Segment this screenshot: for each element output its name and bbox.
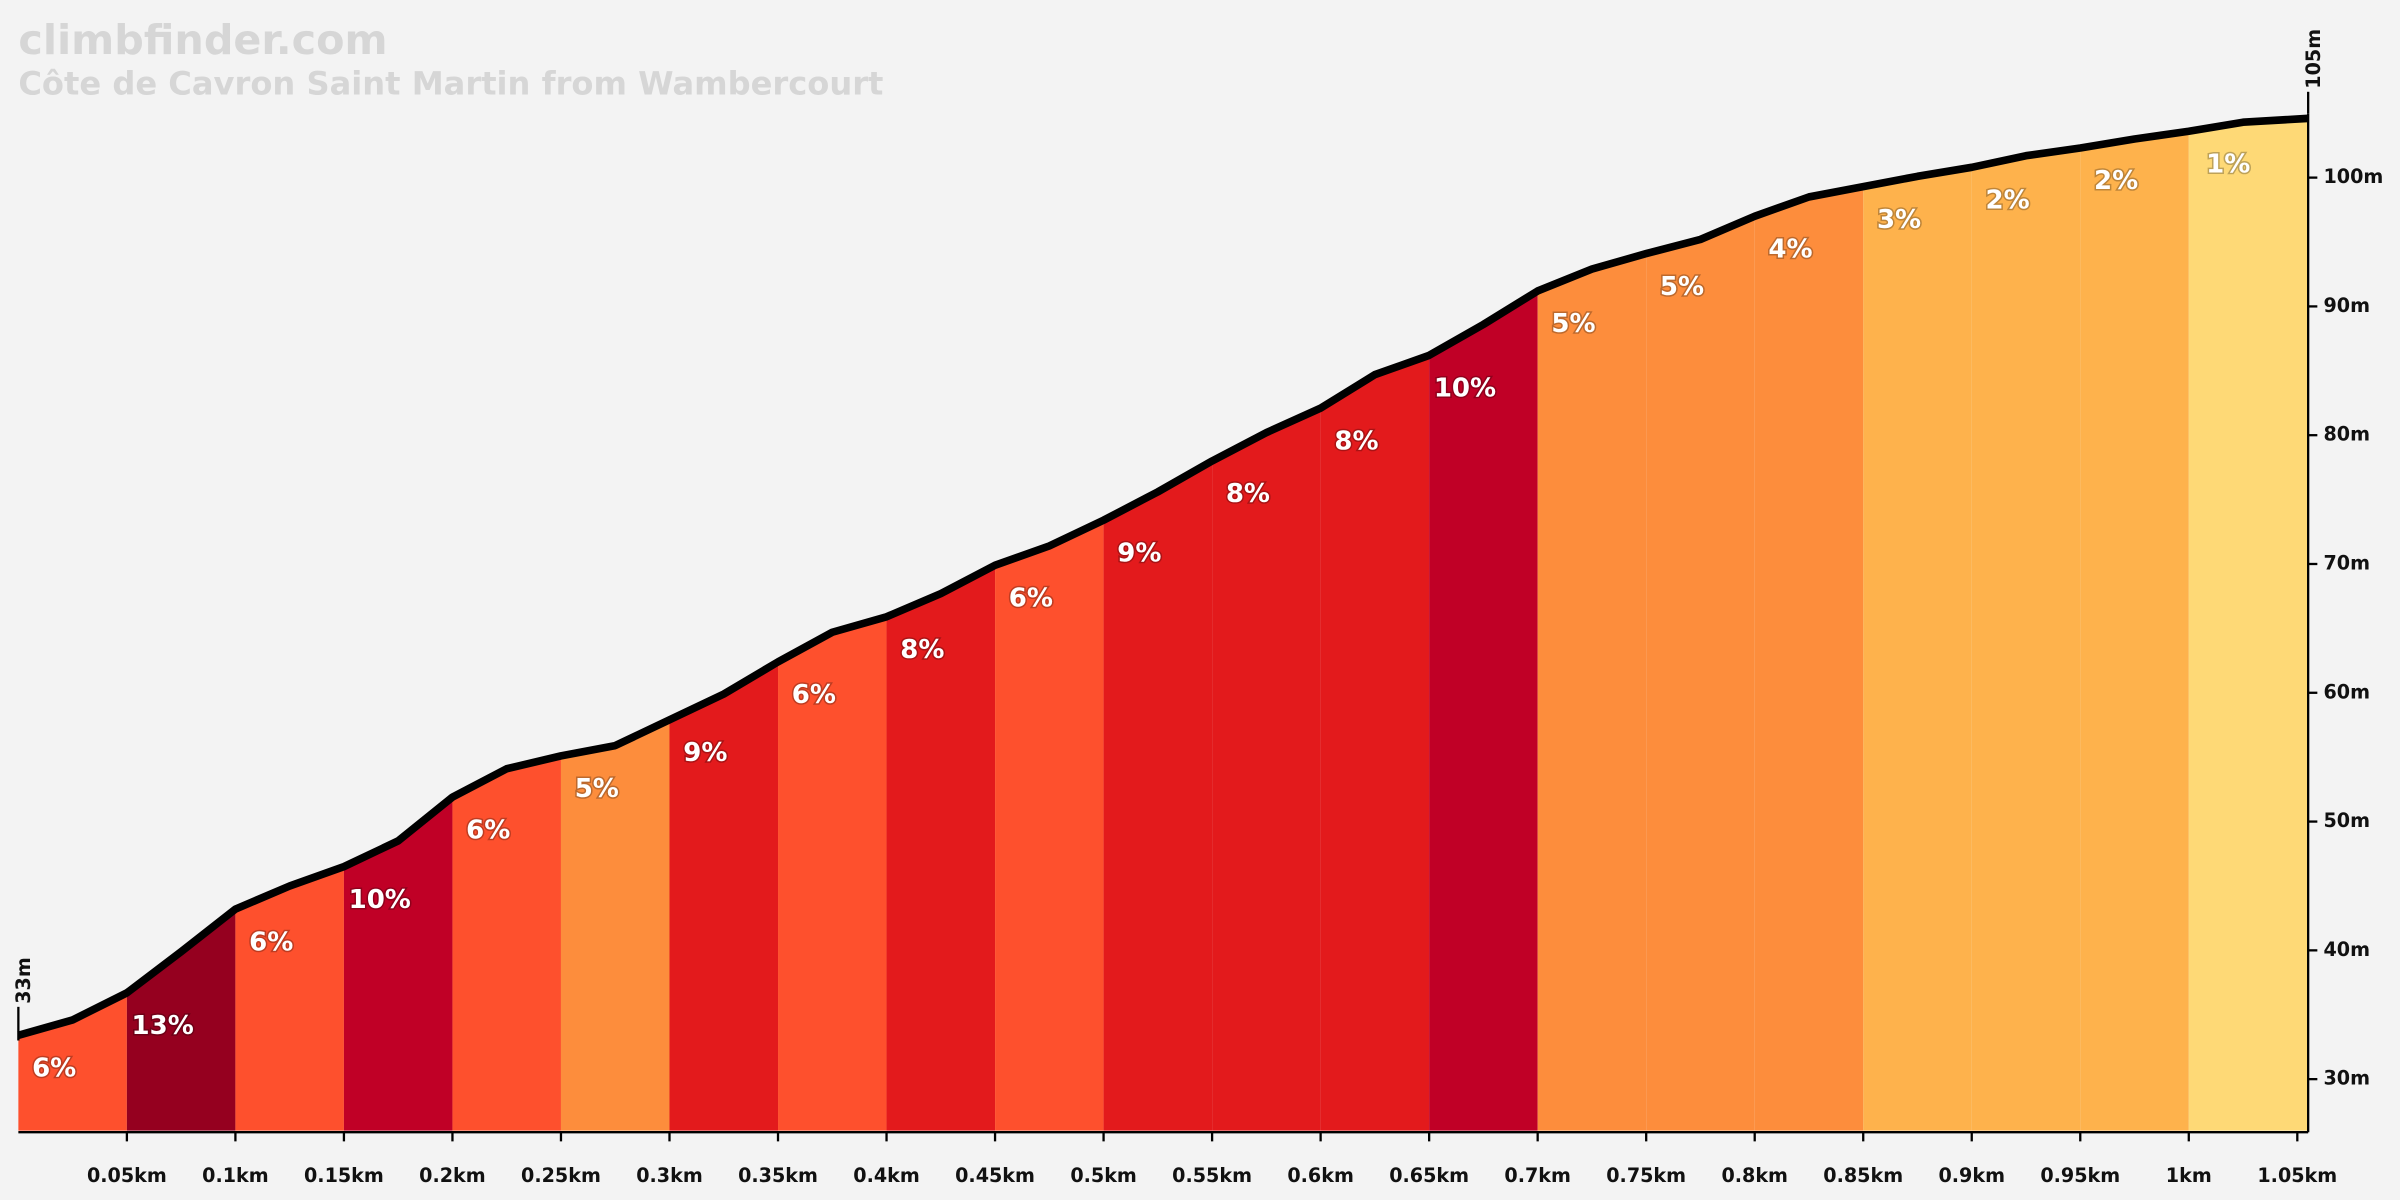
x-tick-label: 0.55km: [1172, 1164, 1252, 1187]
plot-area: 6% 13% 6% 10% 6% 5% 9% 6% 8% 6% 9% 8% 8% 10% 5% 5% 4% 3% 2…: [12, 29, 2383, 1187]
chart-subtitle: Côte de Cavron Saint Martin from Wamberc…: [18, 65, 883, 103]
y-tick-label: 60m: [2323, 680, 2370, 703]
x-tick-label: 0.3km: [636, 1164, 703, 1187]
x-tick-label: 0.95km: [2040, 1164, 2120, 1187]
gradient-label: 3%: [1877, 205, 1921, 235]
y-tick-label: 90m: [2323, 294, 2370, 317]
gradient-label: 5%: [575, 774, 619, 804]
x-tick-label: 0.45km: [955, 1164, 1035, 1187]
gradient-segment: [1537, 253, 1647, 1131]
x-tick-label: 0.7km: [1504, 1164, 1571, 1187]
gradient-label: 1%: [2206, 149, 2250, 179]
gradient-label: 6%: [466, 815, 510, 845]
x-tick-label: 0.25km: [521, 1164, 601, 1187]
gradient-label: 10%: [349, 885, 411, 915]
x-tick-label: 0.1km: [202, 1164, 269, 1187]
x-tick-label: 0.35km: [738, 1164, 818, 1187]
gradient-label: 8%: [1334, 426, 1378, 456]
x-tick-label: 1km: [2166, 1164, 2212, 1187]
x-tick-label: 0.8km: [1721, 1164, 1788, 1187]
gradient-label: 6%: [249, 927, 293, 957]
gradient-segment: [18, 992, 127, 1131]
gradient-segment: [1646, 216, 1755, 1131]
gradient-label: 9%: [683, 738, 727, 768]
gradient-label: 8%: [900, 635, 944, 665]
x-tick-label: 0.5km: [1070, 1164, 1137, 1187]
start-label: 33m: [12, 957, 35, 1004]
gradient-segment: [343, 797, 453, 1131]
x-tick-label: 0.6km: [1287, 1164, 1354, 1187]
gradient-label: 13%: [132, 1011, 194, 1041]
gradient-segment: [235, 866, 344, 1131]
gradient-label: 5%: [1551, 309, 1595, 339]
gradient-label: 2%: [2094, 166, 2138, 196]
y-tick-label: 100m: [2323, 165, 2383, 188]
gradient-segment: [560, 719, 670, 1131]
gradient-segment: [886, 565, 996, 1131]
gradient-segment: [1320, 355, 1430, 1131]
gradient-segment: [126, 909, 236, 1131]
gradient-segment: [669, 661, 779, 1131]
gradient-label: 9%: [1117, 538, 1161, 568]
end-label: 105m: [2302, 29, 2325, 89]
gradient-segment: [778, 616, 887, 1131]
y-tick-label: 40m: [2323, 938, 2370, 961]
chart-title: climbfinder.com: [18, 16, 387, 64]
x-tick-label: 0.9km: [1938, 1164, 2005, 1187]
gradient-label: 2%: [1985, 185, 2029, 215]
gradient-label: 6%: [1009, 583, 1053, 613]
x-tick-label: 0.75km: [1606, 1164, 1686, 1187]
gradient-segment: [1429, 290, 1538, 1131]
x-tick-label: 0.15km: [304, 1164, 384, 1187]
y-tick-label: 70m: [2323, 551, 2370, 574]
y-tick-label: 30m: [2323, 1067, 2370, 1090]
gradient-label: 10%: [1434, 374, 1496, 404]
gradient-segment: [2188, 118, 2309, 1131]
y-tick-label: 50m: [2323, 809, 2370, 832]
y-tick-label: 80m: [2323, 423, 2370, 446]
x-tick-label: 0.2km: [419, 1164, 486, 1187]
x-tick-label: 1.05km: [2257, 1164, 2337, 1187]
gradient-segment: [452, 755, 561, 1131]
gradient-label: 5%: [1660, 272, 1704, 302]
gradient-label: 6%: [32, 1054, 76, 1084]
profile-line: [17, 114, 2309, 1040]
x-tick-label: 0.05km: [87, 1164, 167, 1187]
gradient-segment: [995, 520, 1104, 1131]
gradient-segment: [1103, 460, 1213, 1131]
gradient-segment: [2080, 131, 2189, 1131]
gradient-segment: [1971, 147, 2081, 1131]
gradient-segment: [1212, 408, 1321, 1131]
x-tick-label: 0.65km: [1389, 1164, 1469, 1187]
gradient-segment: [1863, 167, 1972, 1131]
gradient-label: 6%: [792, 680, 836, 710]
gradient-label: 8%: [1226, 479, 1270, 509]
gradient-label: 4%: [1768, 234, 1812, 264]
gradient-segment: [1754, 186, 1864, 1131]
x-tick-label: 0.85km: [1823, 1164, 1903, 1187]
x-tick-label: 0.4km: [853, 1164, 920, 1187]
